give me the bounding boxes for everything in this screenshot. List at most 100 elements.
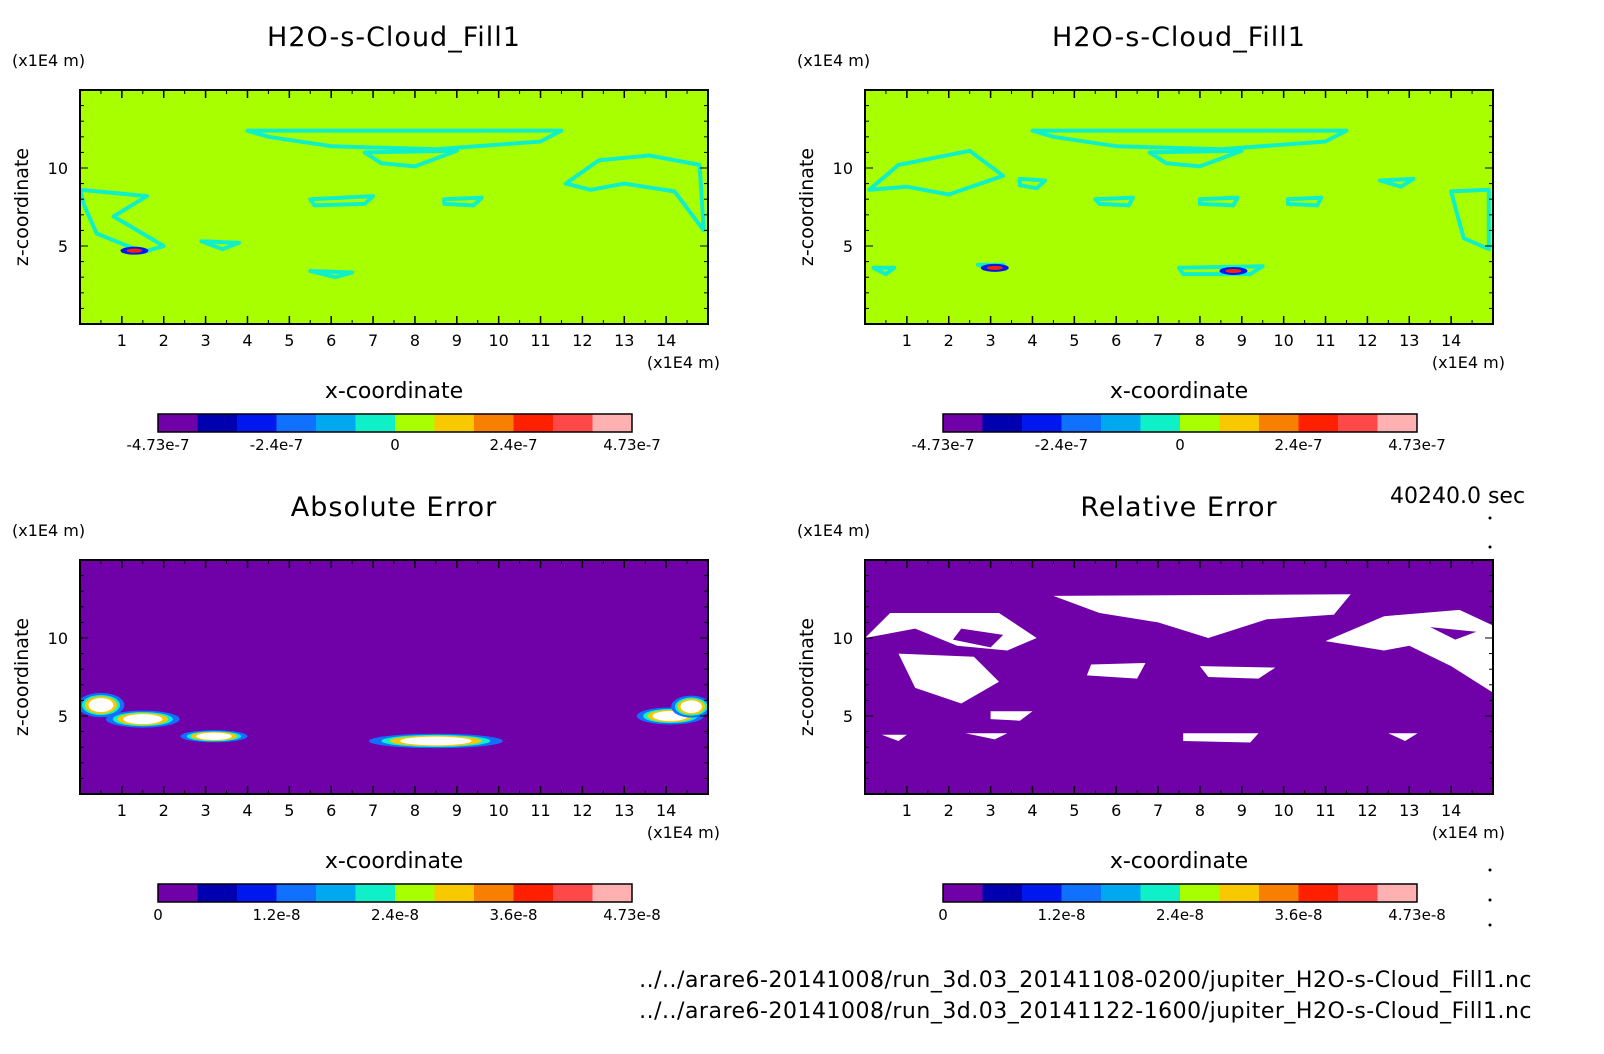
- colorbar-swatch: [1259, 414, 1299, 432]
- field-layer: [867, 128, 1491, 277]
- y-axis-label: z-coordinate: [11, 618, 33, 736]
- colorbar-label: -2.4e-7: [1035, 436, 1088, 454]
- colorbar-swatch: [982, 884, 1023, 902]
- error-region: [1430, 627, 1477, 640]
- x-tick-label: 4: [242, 801, 252, 820]
- colorbar-frame: [942, 883, 1418, 903]
- x-tick-label: 1: [902, 331, 912, 350]
- colorbar-swatch: [943, 414, 983, 432]
- error-region: [965, 733, 1008, 740]
- error-spot: [88, 698, 114, 713]
- colorbar-swatch: [1022, 884, 1062, 902]
- contour: [442, 195, 484, 208]
- x-tick-label: 6: [326, 331, 336, 350]
- file-path-2: ../../arare6-20141008/run_3d.03_20141122…: [639, 999, 1532, 1024]
- colorbar-swatch: [395, 414, 435, 432]
- colorbar-label: 4.73e-7: [1388, 436, 1446, 454]
- y-tick-label: 5: [58, 237, 68, 256]
- colorbar-swatch: [158, 414, 198, 432]
- error-region: [952, 628, 1004, 648]
- contour: [871, 265, 897, 277]
- x-tick-label: 5: [1069, 801, 1079, 820]
- error-region: [898, 653, 999, 704]
- y-tick-label: 10: [48, 159, 68, 178]
- x-tick-label: 13: [614, 331, 634, 350]
- contour: [1177, 264, 1265, 277]
- colorbar-swatch: [1180, 884, 1220, 902]
- x-tick-label: 4: [242, 331, 252, 350]
- error-region: [1199, 666, 1276, 679]
- colorbar-swatch: [553, 414, 593, 432]
- colorbar-swatch: [1338, 884, 1378, 902]
- colorbar-swatch: [1022, 414, 1062, 432]
- colorbar-label: -4.73e-7: [912, 436, 975, 454]
- y-unit-label: (x1E4 m): [12, 51, 85, 70]
- error-region: [1053, 594, 1351, 638]
- x-tick-label: 2: [159, 331, 169, 350]
- x-tick-label: 8: [410, 801, 420, 820]
- contour: [362, 148, 459, 169]
- x-unit-label: (x1E4 m): [647, 353, 720, 372]
- x-tick-label: 7: [1153, 331, 1163, 350]
- x-unit-label: (x1E4 m): [647, 823, 720, 842]
- colorbar-swatch: [1298, 414, 1339, 432]
- colorbar-label: 2.4e-7: [1274, 436, 1322, 454]
- x-tick-label: 6: [1111, 801, 1121, 820]
- colorbar-swatch: [1338, 414, 1378, 432]
- error-spot: [400, 736, 472, 746]
- contour: [1147, 148, 1244, 169]
- colorbar-label: -4.73e-7: [127, 436, 190, 454]
- contour: [308, 269, 355, 280]
- x-tick-label: 13: [1399, 801, 1419, 820]
- y-tick-label: 5: [843, 707, 853, 726]
- colorbar-swatch: [943, 884, 983, 902]
- field-layer: [80, 128, 706, 280]
- file-path-1: ../../arare6-20141008/run_3d.03_20141108…: [639, 968, 1532, 993]
- colorbar-swatch: [1259, 884, 1299, 902]
- x-tick-label: 3: [201, 331, 211, 350]
- cell-spot: [1225, 268, 1242, 273]
- x-tick-label: 2: [159, 801, 169, 820]
- x-tick-label: 6: [1111, 331, 1121, 350]
- x-tick-label: 3: [986, 331, 996, 350]
- margin-dot: [1488, 516, 1492, 520]
- colorbar-swatch: [1101, 884, 1141, 902]
- x-unit-label: (x1E4 m): [1432, 353, 1505, 372]
- plot-area: [80, 90, 708, 324]
- colorbar-swatch: [158, 884, 198, 902]
- colorbar-swatch: [316, 414, 356, 432]
- contour: [1017, 176, 1047, 191]
- colorbar-swatch: [1219, 884, 1260, 902]
- colorbar-label: 4.73e-7: [603, 436, 661, 454]
- colorbar-label: 0: [1175, 436, 1185, 454]
- x-tick-label: 11: [1315, 331, 1335, 350]
- colorbar-label: 2.4e-7: [489, 436, 537, 454]
- x-tick-label: 11: [530, 801, 550, 820]
- panel-title: H2O-s-Cloud_Fill1: [267, 22, 521, 53]
- colorbar-swatch: [513, 414, 554, 432]
- y-tick-label: 10: [833, 629, 853, 648]
- panel-title: H2O-s-Cloud_Fill1: [1052, 22, 1306, 53]
- x-tick-label: 14: [1441, 801, 1461, 820]
- colorbar-swatch: [276, 884, 317, 902]
- colorbar-label: 0: [153, 906, 163, 924]
- y-axis-label: z-coordinate: [11, 148, 33, 266]
- y-unit-label: (x1E4 m): [797, 51, 870, 70]
- colorbar-swatch: [1298, 884, 1339, 902]
- colorbar-label: 1.2e-8: [1037, 906, 1085, 924]
- colorbar-swatch: [1219, 414, 1260, 432]
- field-layer: [865, 594, 1493, 743]
- x-tick-label: 7: [1153, 801, 1163, 820]
- x-axis-label: x-coordinate: [1110, 849, 1248, 874]
- contour: [1093, 195, 1135, 208]
- colorbar-swatch: [1180, 414, 1220, 432]
- colorbar-swatch: [1061, 884, 1102, 902]
- colorbar-swatch: [1377, 884, 1418, 902]
- time-label: 40240.0 sec: [1390, 484, 1526, 509]
- colorbar-frame: [942, 413, 1418, 433]
- colorbar-swatch: [237, 414, 277, 432]
- colorbar-label: 0: [938, 906, 948, 924]
- x-axis-label: x-coordinate: [325, 379, 463, 404]
- y-unit-label: (x1E4 m): [12, 521, 85, 540]
- x-tick-label: 11: [1315, 801, 1335, 820]
